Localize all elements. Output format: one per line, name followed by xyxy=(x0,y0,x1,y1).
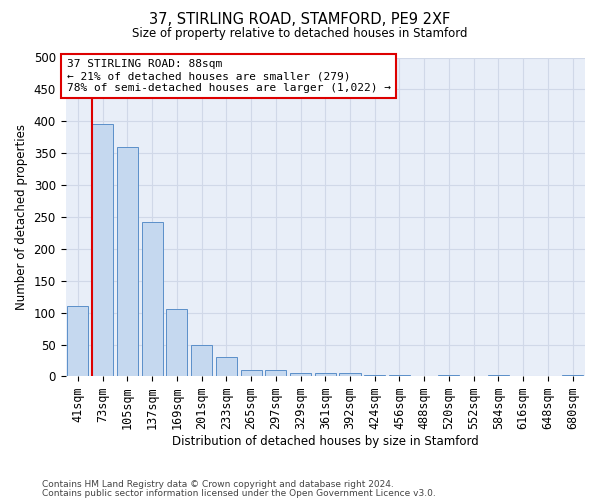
Bar xyxy=(166,310,187,376)
Text: Size of property relative to detached houses in Stamford: Size of property relative to detached ho… xyxy=(132,28,468,40)
Bar xyxy=(241,370,262,376)
Bar xyxy=(439,374,460,376)
Bar xyxy=(191,344,212,376)
Text: 37, STIRLING ROAD, STAMFORD, PE9 2XF: 37, STIRLING ROAD, STAMFORD, PE9 2XF xyxy=(149,12,451,28)
Bar xyxy=(364,374,385,376)
Bar xyxy=(562,374,583,376)
X-axis label: Distribution of detached houses by size in Stamford: Distribution of detached houses by size … xyxy=(172,434,479,448)
Bar xyxy=(488,374,509,376)
Bar xyxy=(216,358,237,376)
Bar xyxy=(340,372,361,376)
Bar xyxy=(67,306,88,376)
Bar xyxy=(265,370,286,376)
Bar xyxy=(315,372,336,376)
Text: Contains public sector information licensed under the Open Government Licence v3: Contains public sector information licen… xyxy=(42,488,436,498)
Bar xyxy=(117,147,138,376)
Y-axis label: Number of detached properties: Number of detached properties xyxy=(15,124,28,310)
Text: Contains HM Land Registry data © Crown copyright and database right 2024.: Contains HM Land Registry data © Crown c… xyxy=(42,480,394,489)
Bar xyxy=(389,374,410,376)
Text: 37 STIRLING ROAD: 88sqm
← 21% of detached houses are smaller (279)
78% of semi-d: 37 STIRLING ROAD: 88sqm ← 21% of detache… xyxy=(67,60,391,92)
Bar xyxy=(290,372,311,376)
Bar xyxy=(142,222,163,376)
Bar xyxy=(92,124,113,376)
